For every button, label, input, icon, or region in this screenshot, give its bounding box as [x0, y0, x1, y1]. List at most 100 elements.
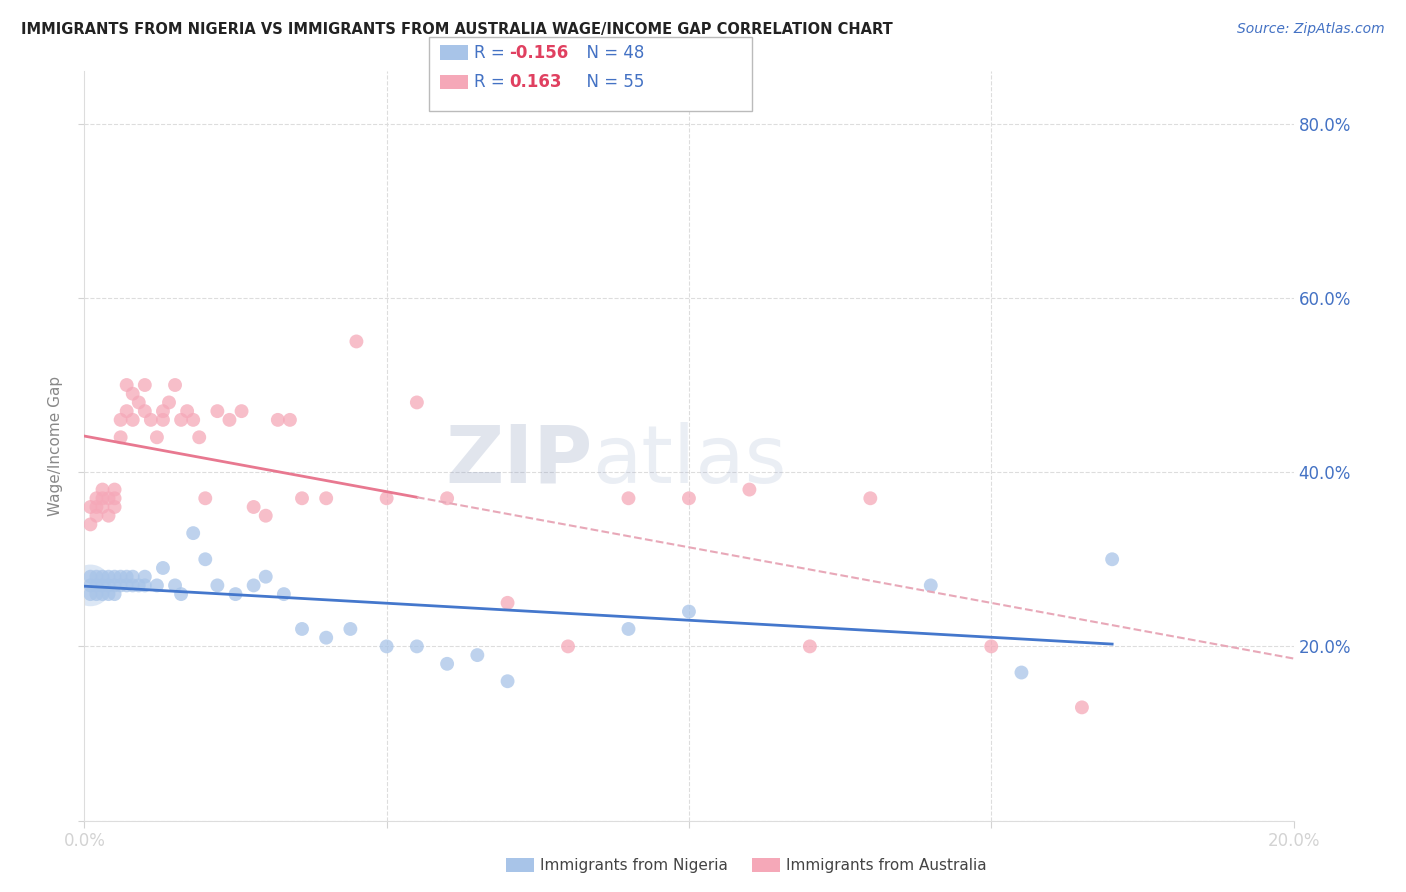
Point	[176, 404, 198, 418]
Text: Immigrants from Nigeria: Immigrants from Nigeria	[540, 858, 728, 872]
Point	[157, 395, 180, 409]
Point	[920, 578, 942, 592]
Point	[242, 500, 264, 514]
Point	[86, 508, 108, 523]
Point	[91, 500, 114, 514]
Point	[165, 378, 187, 392]
Point	[496, 674, 519, 689]
Point	[496, 596, 519, 610]
Point	[278, 413, 301, 427]
Point	[79, 578, 101, 592]
Point	[1101, 552, 1123, 566]
Text: 0.163: 0.163	[509, 73, 561, 91]
Point	[273, 587, 295, 601]
Point	[128, 578, 150, 592]
Point	[152, 413, 174, 427]
Point	[375, 640, 398, 654]
Point	[104, 570, 127, 584]
Point	[115, 578, 138, 592]
Point	[110, 578, 132, 592]
Point	[134, 578, 156, 592]
Point	[225, 587, 247, 601]
Point	[678, 605, 700, 619]
Point	[91, 587, 114, 601]
Point	[128, 395, 150, 409]
Point	[86, 578, 108, 592]
Point	[110, 430, 132, 444]
Point	[115, 378, 138, 392]
Point	[678, 491, 700, 506]
Point	[110, 413, 132, 427]
Point	[134, 404, 156, 418]
Point	[165, 578, 187, 592]
Point	[91, 491, 114, 506]
Point	[231, 404, 253, 418]
Point	[254, 570, 277, 584]
Point	[436, 657, 458, 671]
Point	[86, 570, 108, 584]
Point	[315, 631, 337, 645]
Point	[115, 570, 138, 584]
Point	[121, 413, 143, 427]
Point	[1071, 700, 1094, 714]
Point	[339, 622, 361, 636]
Point	[91, 570, 114, 584]
Point	[375, 491, 398, 506]
Point	[104, 587, 127, 601]
Text: atlas: atlas	[592, 422, 786, 500]
Point	[152, 561, 174, 575]
Point	[121, 578, 143, 592]
Text: N = 48: N = 48	[576, 44, 645, 62]
Point	[170, 413, 193, 427]
Point	[799, 640, 821, 654]
Point	[91, 578, 114, 592]
Point	[406, 640, 429, 654]
Text: IMMIGRANTS FROM NIGERIA VS IMMIGRANTS FROM AUSTRALIA WAGE/INCOME GAP CORRELATION: IMMIGRANTS FROM NIGERIA VS IMMIGRANTS FR…	[21, 22, 893, 37]
Point	[291, 491, 314, 506]
Point	[139, 413, 162, 427]
Point	[188, 430, 211, 444]
Point	[267, 413, 290, 427]
Point	[207, 578, 229, 592]
Point	[181, 413, 204, 427]
Point	[104, 483, 127, 497]
Point	[181, 526, 204, 541]
Point	[97, 508, 120, 523]
Point	[115, 404, 138, 418]
Point	[315, 491, 337, 506]
Point	[146, 430, 169, 444]
Point	[86, 500, 108, 514]
Y-axis label: Wage/Income Gap: Wage/Income Gap	[48, 376, 63, 516]
Point	[134, 570, 156, 584]
Point	[242, 578, 264, 592]
Point	[104, 578, 127, 592]
Point	[79, 570, 101, 584]
Point	[1011, 665, 1033, 680]
Point	[79, 517, 101, 532]
Text: ZIP: ZIP	[444, 422, 592, 500]
Point	[79, 500, 101, 514]
Point	[104, 500, 127, 514]
Point	[436, 491, 458, 506]
Point	[859, 491, 882, 506]
Text: Immigrants from Australia: Immigrants from Australia	[786, 858, 987, 872]
Text: Source: ZipAtlas.com: Source: ZipAtlas.com	[1237, 22, 1385, 37]
Point	[346, 334, 368, 349]
Point	[467, 648, 489, 662]
Point	[79, 578, 101, 592]
Text: R =: R =	[474, 44, 510, 62]
Point	[146, 578, 169, 592]
Text: -0.156: -0.156	[509, 44, 568, 62]
Point	[152, 404, 174, 418]
Point	[121, 386, 143, 401]
Point	[86, 587, 108, 601]
Point	[738, 483, 761, 497]
Point	[121, 570, 143, 584]
Point	[557, 640, 579, 654]
Point	[91, 483, 114, 497]
Point	[207, 404, 229, 418]
Point	[110, 570, 132, 584]
Point	[86, 491, 108, 506]
Point	[79, 587, 101, 601]
Point	[980, 640, 1002, 654]
